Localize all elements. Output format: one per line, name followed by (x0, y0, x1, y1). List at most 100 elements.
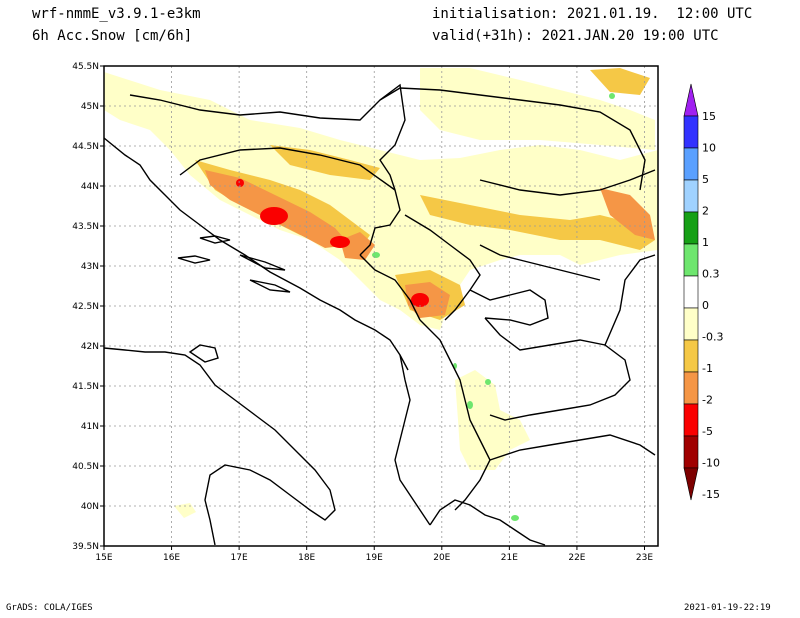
legend-swatch (683, 115, 699, 149)
snow-area-intense-3 (411, 293, 429, 307)
snow-field-layer (104, 68, 658, 521)
lon-tick-label: 21E (501, 553, 518, 563)
lat-tick-label: 42N (81, 342, 99, 352)
legend-label: -5 (702, 425, 713, 438)
island-1 (199, 235, 231, 244)
albania-border (419, 319, 491, 511)
lat-tick-label: 44.5N (72, 142, 99, 152)
legend-swatch (683, 435, 699, 469)
legend-swatch (683, 339, 699, 373)
greece-coast (429, 499, 546, 546)
legend-label: -10 (702, 457, 720, 470)
init-time: initialisation: 2021.01.19. 12:00 UTC (432, 6, 753, 22)
lon-tick-label: 22E (568, 553, 585, 563)
snow-area-light-sw (174, 503, 196, 518)
legend-label: 1 (702, 236, 709, 249)
legend-swatch (683, 179, 699, 213)
montenegro-border (359, 254, 421, 321)
island-4 (249, 279, 291, 293)
lat-tick-label: 42.5N (72, 302, 99, 312)
legend-swatch (683, 307, 699, 341)
latitude-labels: 45.5N 45N 44.5N 44N 43.5N 43N 42.5N 42N 41.5N 41N… (72, 62, 104, 552)
legend-swatch (683, 211, 699, 245)
legend-label: 0 (702, 299, 709, 312)
island-3 (239, 254, 286, 271)
lat-tick-label: 45N (81, 102, 99, 112)
legend-swatch (683, 243, 699, 277)
italy-coast (103, 347, 336, 546)
color-legend: 15 10 5 2 1 0.3 0 -0.3 -1 -2 -5 -10 -15 (683, 83, 723, 501)
lat-tick-label: 45.5N (72, 62, 99, 72)
lon-tick-label: 17E (231, 553, 248, 563)
lon-tick-label: 23E (636, 553, 653, 563)
snow-area-heavy-4 (340, 232, 375, 260)
model-name: wrf-nmmE_v3.9.1-e3km (32, 6, 201, 22)
lat-tick-label: 39.5N (72, 542, 99, 552)
legend-swatch (683, 371, 699, 405)
lat-tick-label: 44N (81, 182, 99, 192)
albania-coast (394, 354, 431, 526)
legend-label: -1 (702, 362, 713, 375)
romania-border (479, 169, 656, 196)
footer-credit: GrADS: COLA/IGES (6, 603, 93, 613)
legend-arrow-bottom (683, 467, 699, 501)
legend-swatch (683, 147, 699, 181)
lat-tick-label: 40N (81, 502, 99, 512)
melt-area (372, 252, 380, 258)
snow-area-heavy-2 (600, 188, 655, 240)
serbia-south (479, 244, 601, 281)
snow-area-intense-4 (236, 179, 244, 187)
serbia-border (404, 214, 481, 321)
bulgaria-border (604, 254, 656, 346)
legend-label: -15 (702, 488, 720, 501)
lat-tick-label: 41N (81, 422, 99, 432)
legend-label: -0.3 (702, 331, 723, 344)
bosnia-border (179, 147, 396, 191)
lon-tick-label: 16E (163, 553, 180, 563)
legend-label: 15 (702, 110, 716, 123)
longitude-labels: 15E 16E 17E 18E 19E 20E 21E 22E 23E (95, 546, 653, 563)
legend-label: 0.3 (702, 268, 720, 281)
snow-area-moderate-4 (590, 68, 650, 95)
melt-area-4 (511, 515, 519, 521)
coastlines-borders (103, 83, 656, 546)
legend-label: -2 (702, 394, 713, 407)
footer-timestamp: 2021-01-19-22:19 (684, 603, 771, 613)
snow-area-intense-2 (330, 236, 350, 248)
legend-label: 5 (702, 173, 709, 186)
snow-area-light (104, 72, 658, 330)
lat-tick-label: 43N (81, 262, 99, 272)
legend-swatch (683, 275, 699, 309)
snow-area-moderate-2 (270, 145, 380, 180)
gargano (188, 344, 219, 363)
lat-tick-label: 40.5N (72, 462, 99, 472)
snow-area-moderate-3 (420, 195, 655, 250)
melt-area-5 (609, 93, 615, 99)
macedonia-border (484, 317, 631, 421)
snow-area-light-top (420, 68, 655, 150)
lon-tick-label: 20E (433, 553, 450, 563)
melt-area-3 (485, 379, 491, 385)
hungary-border (379, 87, 646, 191)
lat-tick-label: 43.5N (72, 222, 99, 232)
island-2 (177, 255, 211, 264)
greece-border (489, 434, 656, 461)
legend-arrow-top (683, 83, 699, 117)
field-title: 6h Acc.Snow [cm/6h] (32, 28, 193, 44)
legend-label: 10 (702, 142, 716, 155)
melt-area-2 (467, 401, 473, 409)
snow-area-intense (260, 207, 288, 225)
lon-tick-label: 18E (298, 553, 315, 563)
lon-tick-label: 19E (366, 553, 383, 563)
lat-tick-label: 41.5N (72, 382, 99, 392)
kosovo-border (469, 289, 549, 326)
croatia-border (129, 83, 406, 256)
legend-swatch (683, 403, 699, 437)
grid-lines (104, 66, 658, 546)
lon-tick-label: 15E (95, 553, 112, 563)
legend-label: 2 (702, 205, 709, 218)
snow-area-light-south (455, 370, 530, 470)
valid-time: valid(+31h): 2021.JAN.20 19:00 UTC (432, 28, 719, 44)
